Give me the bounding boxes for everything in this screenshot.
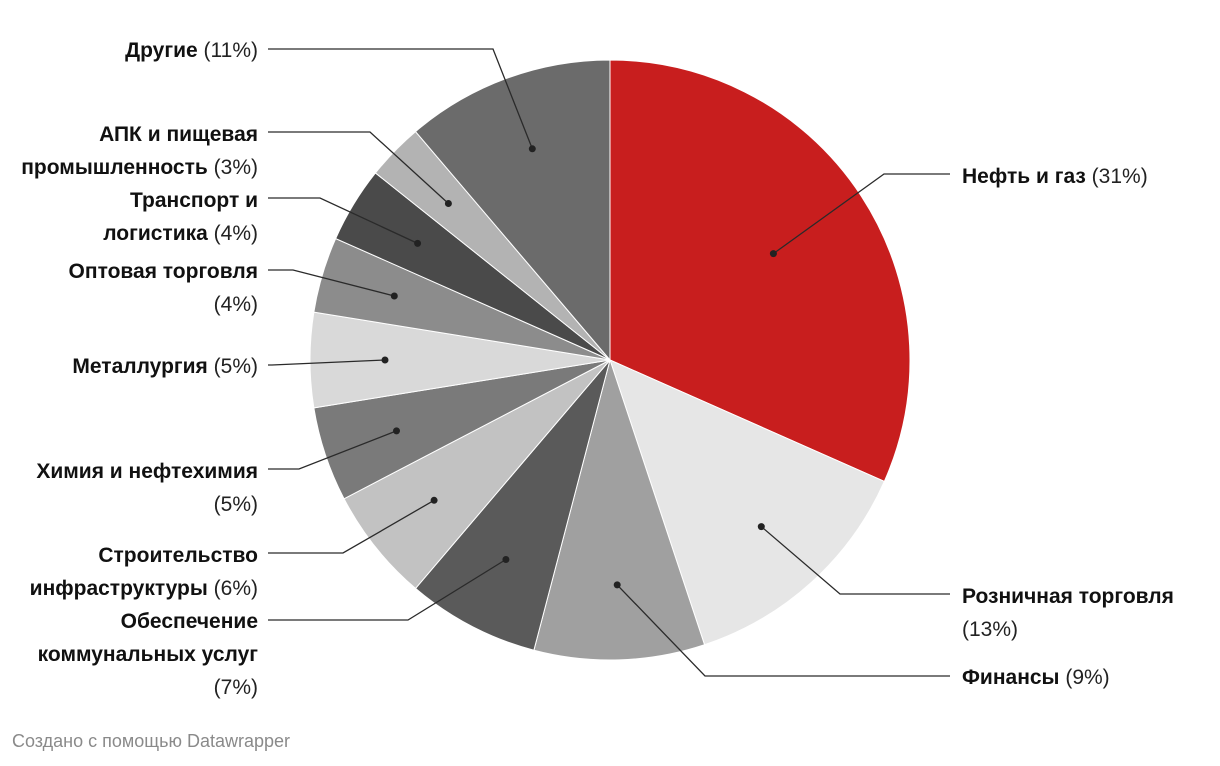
slice-percent: (4%) <box>208 222 258 245</box>
slice-name: Розничная торговля <box>962 585 1174 608</box>
leader-line-4 <box>268 558 507 621</box>
slice-name: Нефть и газ <box>962 165 1086 188</box>
slice-label-3-line-1: Финансы (9%) <box>962 666 1110 689</box>
slice-name: логистика <box>103 222 208 245</box>
pie-slice-1 <box>609 59 911 483</box>
slice-label-8-line-1: Оптовая торговля <box>69 260 258 283</box>
leader-line-11 <box>268 48 533 150</box>
leader-dot-3 <box>613 581 621 589</box>
pie-slice-11 <box>414 59 611 362</box>
slice-name: Химия и нефтехимия <box>36 460 258 483</box>
slice-name: АПК и пищевая <box>99 123 258 146</box>
leader-line-6 <box>268 430 397 470</box>
slices-layer <box>309 59 911 661</box>
slice-name: Металлургия <box>72 355 207 378</box>
slice-percent: (6%) <box>208 577 258 600</box>
pie-slice-4 <box>414 359 611 651</box>
slice-percent: (11%) <box>198 39 258 62</box>
slice-name: Транспорт и <box>130 189 258 212</box>
slice-label-7-line-1: Металлургия (5%) <box>72 355 258 378</box>
slice-percent-4: (7%) <box>214 676 258 699</box>
leader-dot-10 <box>444 200 452 207</box>
slice-name: Строительство <box>98 544 258 567</box>
leader-dot-7 <box>381 356 389 364</box>
slice-label-5-line-2: инфраструктуры (6%) <box>30 577 258 600</box>
slice-percent-8: (4%) <box>214 293 258 316</box>
leader-line-7 <box>268 359 386 366</box>
slice-label-10-line-1: АПК и пищевая <box>99 123 258 146</box>
slice-label-5-line-1: Строительство <box>98 544 258 567</box>
leader-dot-6 <box>393 427 400 435</box>
slice-label-4-line-2: коммунальных услуг <box>38 643 259 666</box>
leader-dot-9 <box>414 239 422 247</box>
leader-line-1 <box>773 173 950 255</box>
slice-percent: (31%) <box>1086 165 1148 188</box>
slice-name: коммунальных услуг <box>38 643 259 666</box>
slice-name: Другие <box>125 39 198 62</box>
slice-label-11-line-1: Другие (11%) <box>125 39 258 62</box>
slice-label-9-line-1: Транспорт и <box>130 189 258 212</box>
leader-line-10 <box>268 131 449 204</box>
slice-name: инфраструктуры <box>30 577 208 600</box>
slice-label-4-line-1: Обеспечение <box>121 610 258 633</box>
slice-label-6-line-1: Химия и нефтехимия <box>36 460 258 483</box>
slice-name: Обеспечение <box>121 610 258 633</box>
slice-percent-2: (13%) <box>962 618 1018 641</box>
leaders-layer <box>268 48 950 677</box>
slice-name: промышленность <box>21 156 208 179</box>
leader-line-9 <box>268 197 418 244</box>
slice-name: Оптовая торговля <box>69 260 258 283</box>
labels-layer: Нефть и газ (31%) Розничная торговля (13%)… <box>21 39 1174 699</box>
leader-line-3 <box>616 584 950 677</box>
leader-dot-2 <box>757 523 765 531</box>
slice-percent-6: (5%) <box>214 493 258 516</box>
leader-line-2 <box>760 526 950 595</box>
slice-label-1-line-1: Нефть и газ (31%) <box>962 165 1148 188</box>
slice-percent: (9%) <box>1060 666 1110 689</box>
pie-slice-3 <box>533 358 706 661</box>
leader-line-8 <box>268 269 395 297</box>
leader-dot-8 <box>390 292 398 300</box>
footer-credit: Создано с помощью Datawrapper <box>12 731 291 751</box>
slice-label-2-line-1: Розничная торговля <box>962 585 1174 608</box>
leader-line-5 <box>268 499 435 554</box>
slice-label-10-line-2: промышленность (3%) <box>21 156 258 179</box>
leader-dot-4 <box>502 556 510 563</box>
leader-dot-11 <box>528 145 536 153</box>
slice-percent: (5%) <box>208 355 258 378</box>
slice-label-9-line-2: логистика (4%) <box>103 222 258 245</box>
slice-percent: (3%) <box>208 156 258 179</box>
leader-dot-1 <box>769 250 777 258</box>
leader-dot-5 <box>430 496 438 504</box>
slice-name: Финансы <box>962 666 1060 689</box>
